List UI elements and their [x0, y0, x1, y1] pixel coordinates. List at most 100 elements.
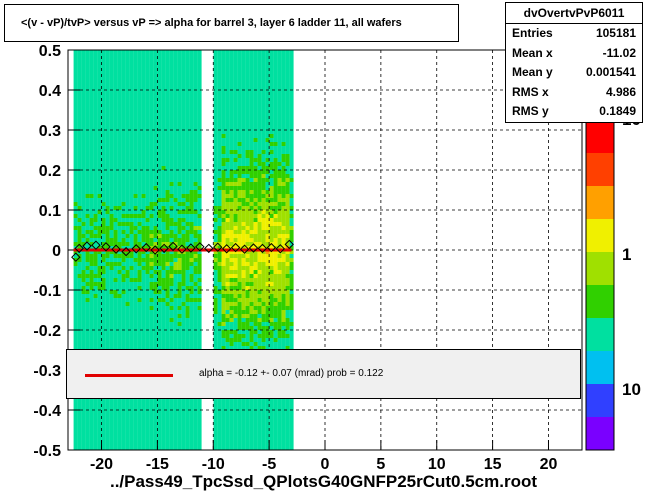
- heatmap-cell: [125, 226, 130, 230]
- heatmap-cell: [113, 78, 118, 82]
- heatmap-cell: [229, 402, 234, 406]
- heatmap-cell: [129, 254, 134, 258]
- heatmap-cell: [261, 90, 266, 94]
- heatmap-cell: [165, 150, 170, 154]
- heatmap-cell: [149, 406, 154, 410]
- heatmap-cell: [197, 282, 202, 286]
- heatmap-cell: [157, 90, 162, 94]
- heatmap-cell: [73, 158, 78, 162]
- heatmap-cell: [145, 346, 150, 350]
- heatmap-cell: [213, 270, 218, 274]
- heatmap-cell: [125, 166, 130, 170]
- heatmap-cell: [233, 194, 238, 198]
- heatmap-cell: [181, 206, 186, 210]
- heatmap-cell: [113, 158, 118, 162]
- heatmap-cell: [113, 418, 118, 422]
- heatmap-cell: [173, 258, 178, 262]
- heatmap-cell: [185, 438, 190, 442]
- heatmap-cell: [197, 246, 202, 250]
- heatmap-cell: [153, 242, 158, 246]
- heatmap-cell: [181, 238, 186, 242]
- heatmap-cell: [101, 446, 106, 450]
- heatmap-cell: [197, 166, 202, 170]
- heatmap-cell: [261, 406, 266, 410]
- heatmap-cell: [265, 250, 270, 254]
- heatmap-cell: [153, 82, 158, 86]
- heatmap-cell: [169, 398, 174, 402]
- heatmap-cell: [161, 110, 166, 114]
- heatmap-cell: [125, 110, 130, 114]
- heatmap-cell: [185, 322, 190, 326]
- heatmap-cell: [173, 266, 178, 270]
- heatmap-cell: [193, 78, 198, 82]
- heatmap-cell: [277, 430, 282, 434]
- heatmap-cell: [97, 306, 102, 310]
- heatmap-cell: [177, 74, 182, 78]
- heatmap-cell: [245, 330, 250, 334]
- heatmap-cell: [89, 170, 94, 174]
- heatmap-cell: [241, 310, 246, 314]
- heatmap-cell: [229, 126, 234, 130]
- heatmap-cell: [169, 422, 174, 426]
- heatmap-cell: [237, 154, 242, 158]
- heatmap-cell: [121, 202, 126, 206]
- heatmap-cell: [261, 438, 266, 442]
- heatmap-cell: [277, 70, 282, 74]
- heatmap-cell: [229, 90, 234, 94]
- heatmap-cell: [85, 398, 90, 402]
- heatmap-cell: [225, 170, 230, 174]
- heatmap-cell: [213, 178, 218, 182]
- heatmap-cell: [233, 290, 238, 294]
- heatmap-cell: [193, 274, 198, 278]
- heatmap-cell: [221, 66, 226, 70]
- heatmap-cell: [149, 202, 154, 206]
- heatmap-cell: [229, 150, 234, 154]
- heatmap-cell: [249, 126, 254, 130]
- heatmap-cell: [197, 130, 202, 134]
- heatmap-cell: [157, 274, 162, 278]
- heatmap-cell: [265, 302, 270, 306]
- heatmap-cell: [121, 242, 126, 246]
- heatmap-cell: [85, 234, 90, 238]
- heatmap-cell: [193, 242, 198, 246]
- heatmap-cell: [281, 406, 286, 410]
- heatmap-cell: [137, 254, 142, 258]
- heatmap-cell: [257, 194, 262, 198]
- heatmap-cell: [229, 406, 234, 410]
- heatmap-cell: [121, 286, 126, 290]
- heatmap-cell: [109, 130, 114, 134]
- heatmap-cell: [117, 278, 122, 282]
- heatmap-cell: [193, 66, 198, 70]
- heatmap-cell: [169, 118, 174, 122]
- heatmap-cell: [149, 442, 154, 446]
- heatmap-cell: [169, 266, 174, 270]
- heatmap-cell: [217, 410, 222, 414]
- heatmap-cell: [249, 302, 254, 306]
- heatmap-cell: [189, 170, 194, 174]
- heatmap-cell: [197, 318, 202, 322]
- heatmap-cell: [145, 306, 150, 310]
- heatmap-cell: [73, 110, 78, 114]
- heatmap-cell: [105, 54, 110, 58]
- heatmap-cell: [221, 250, 226, 254]
- heatmap-cell: [197, 438, 202, 442]
- heatmap-cell: [97, 422, 102, 426]
- heatmap-cell: [269, 146, 274, 150]
- heatmap-cell: [77, 338, 82, 342]
- heatmap-cell: [125, 186, 130, 190]
- heatmap-cell: [121, 98, 126, 102]
- heatmap-cell: [229, 122, 234, 126]
- heatmap-cell: [129, 102, 134, 106]
- heatmap-cell: [261, 266, 266, 270]
- heatmap-cell: [265, 186, 270, 190]
- heatmap-cell: [261, 330, 266, 334]
- heatmap-cell: [89, 442, 94, 446]
- heatmap-cell: [185, 106, 190, 110]
- heatmap-cell: [217, 238, 222, 242]
- heatmap-cell: [213, 126, 218, 130]
- heatmap-cell: [173, 102, 178, 106]
- heatmap-cell: [73, 398, 78, 402]
- heatmap-cell: [129, 66, 134, 70]
- heatmap-cell: [133, 442, 138, 446]
- heatmap-cell: [221, 322, 226, 326]
